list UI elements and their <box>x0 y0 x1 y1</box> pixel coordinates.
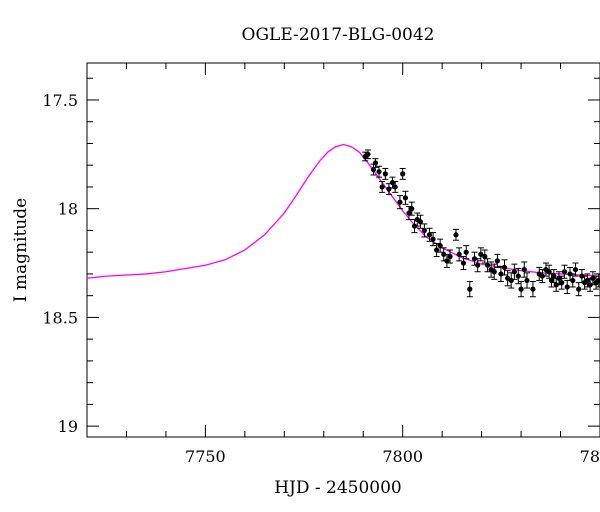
data-point <box>561 269 568 275</box>
data-point <box>559 280 565 286</box>
axis-tick-labels: 7750 7800 7850 17.5 18 18.5 19 <box>42 91 600 466</box>
data-point <box>386 186 392 192</box>
data-point <box>382 171 388 177</box>
x-axis-label: HJD - 2450000 <box>274 478 402 498</box>
y-axis-label: I magnitude <box>11 198 31 302</box>
data-point <box>460 260 467 266</box>
data-point <box>370 166 377 173</box>
x-tick-label: 7750 <box>185 447 226 466</box>
data-point <box>421 227 427 234</box>
data-point <box>570 277 576 284</box>
x-tick-label: 7850 <box>580 447 600 466</box>
data-point <box>402 195 409 201</box>
data-point <box>576 286 582 292</box>
data-point <box>484 262 491 268</box>
data-point <box>437 243 443 249</box>
data-point <box>409 206 415 212</box>
data-point <box>539 273 545 279</box>
data-point <box>508 277 514 284</box>
data-point <box>376 169 382 175</box>
data-point <box>392 184 398 190</box>
x-tick-label: 7800 <box>382 447 423 466</box>
data-point <box>453 232 459 238</box>
data-point <box>491 269 497 275</box>
data-point <box>456 251 462 257</box>
data-point <box>556 275 562 281</box>
plot-area <box>87 143 600 298</box>
data-point <box>482 253 488 260</box>
data-point <box>400 171 406 177</box>
data-point <box>498 271 504 277</box>
y-tick-label: 17.5 <box>42 91 78 110</box>
data-point <box>596 277 600 284</box>
data-point <box>501 264 508 270</box>
data-point <box>379 184 385 190</box>
data-point <box>467 286 473 292</box>
data-point <box>546 269 552 275</box>
data-point <box>590 275 596 281</box>
data-point <box>584 277 590 284</box>
data-point <box>406 210 412 216</box>
data-point <box>372 160 379 166</box>
data-point <box>518 286 524 292</box>
plot-frame <box>86 62 600 438</box>
data-point <box>530 286 536 292</box>
data-point <box>365 151 371 157</box>
data-point <box>564 284 570 290</box>
chart-title: OGLE-2017-BLG-0042 <box>242 25 435 45</box>
data-point <box>417 219 424 225</box>
data-point <box>551 273 557 279</box>
data-point <box>478 251 484 257</box>
data-point <box>515 273 521 279</box>
y-tick-label: 18 <box>58 200 78 219</box>
data-point <box>434 247 440 253</box>
data-point <box>521 266 527 273</box>
data-point <box>444 258 450 264</box>
data-point <box>463 249 469 255</box>
data-point <box>397 199 403 205</box>
data-point <box>511 269 517 275</box>
data-point <box>389 179 396 186</box>
data-point <box>447 253 453 260</box>
y-tick-label: 18.5 <box>42 308 78 327</box>
data-point <box>430 236 436 242</box>
axis-ticks <box>86 63 600 437</box>
data-point <box>548 277 555 284</box>
data-point <box>471 256 478 262</box>
plot-content <box>87 143 600 298</box>
data-point <box>494 258 500 264</box>
data-point <box>426 232 433 238</box>
data-point <box>524 277 530 284</box>
data-point <box>475 262 481 268</box>
data-point <box>572 266 579 273</box>
data-point <box>441 251 447 257</box>
model-curve <box>87 143 600 279</box>
y-tick-label: 19 <box>58 417 78 436</box>
